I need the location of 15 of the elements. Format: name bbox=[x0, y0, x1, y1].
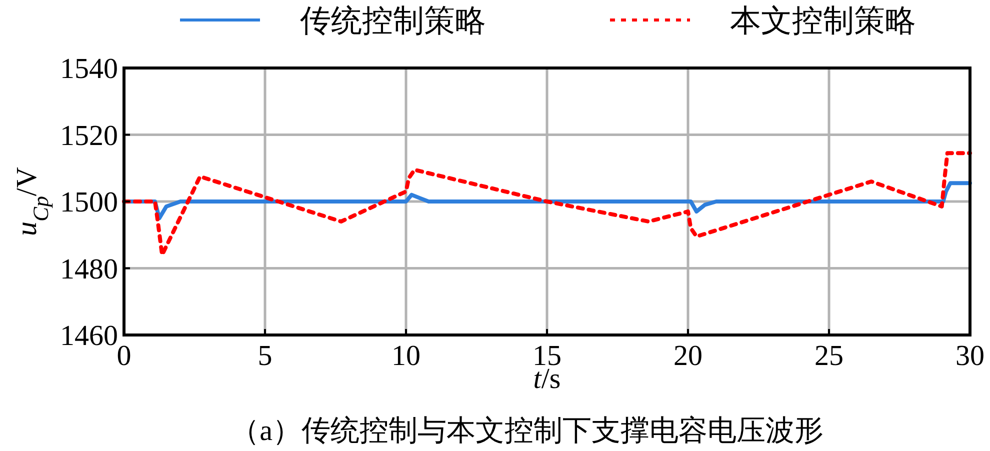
y-tick-label: 1460 bbox=[60, 320, 118, 352]
x-tick-label: 5 bbox=[258, 340, 272, 372]
y-tick-label: 1500 bbox=[60, 186, 118, 218]
x-tick-label: 25 bbox=[814, 340, 844, 372]
y-tick-label: 1520 bbox=[60, 120, 118, 152]
x-tick-label: 20 bbox=[674, 340, 702, 372]
legend-label: 本文控制策略 bbox=[730, 3, 916, 38]
legend-label: 传统控制策略 bbox=[300, 3, 486, 38]
y-tick-label: 1480 bbox=[60, 253, 118, 286]
text: （a）传统控制与本文控制下支撑电容电压波形 bbox=[230, 415, 824, 447]
x-tick-label: 30 bbox=[956, 340, 984, 372]
y-tick-label: 1540 bbox=[60, 53, 118, 85]
line-series bbox=[122, 151, 972, 257]
x-tick-label: 0 bbox=[116, 340, 132, 372]
x-tick-label: 10 bbox=[392, 340, 420, 372]
